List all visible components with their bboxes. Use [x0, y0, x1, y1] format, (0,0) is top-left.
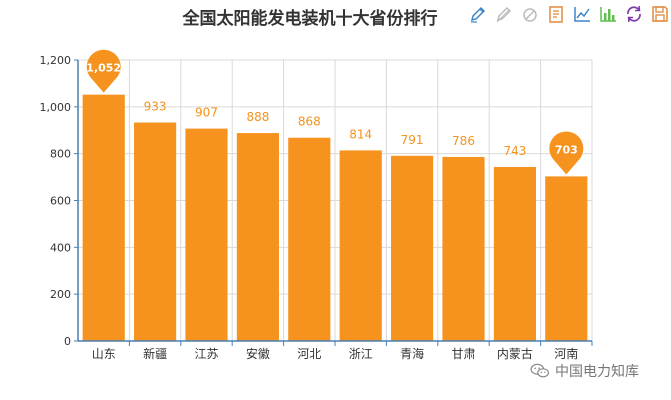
- value-label: 907: [195, 106, 218, 120]
- value-label: 868: [298, 115, 321, 129]
- restore-icon[interactable]: [624, 4, 644, 24]
- y-tick-label: 800: [50, 148, 71, 161]
- x-tick-label: 山东: [92, 347, 116, 361]
- chart-toolbox: [468, 4, 670, 24]
- bar: [545, 176, 588, 341]
- x-tick-label: 河南: [554, 346, 578, 361]
- y-tick-label: 1,000: [40, 101, 72, 114]
- markpoint-label: 1,052: [86, 62, 121, 75]
- bar-chart-icon[interactable]: [598, 4, 618, 24]
- value-label: 786: [452, 134, 475, 148]
- mark-icon[interactable]: [468, 4, 488, 24]
- y-tick-label: 400: [50, 241, 71, 254]
- x-tick-label: 安徽: [246, 346, 270, 361]
- y-tick-label: 0: [64, 335, 71, 348]
- bar: [339, 150, 382, 341]
- data-view-icon[interactable]: [546, 4, 566, 24]
- chart-title: 全国太阳能发电装机十大省份排行: [182, 9, 438, 29]
- y-tick-label: 600: [50, 195, 71, 208]
- x-tick-label: 甘肃: [451, 347, 475, 361]
- value-label: 814: [349, 127, 372, 141]
- value-label: 743: [503, 144, 526, 158]
- x-tick-label: 青海: [400, 346, 424, 361]
- y-tick-label: 200: [50, 288, 71, 301]
- bar: [288, 137, 331, 341]
- y-tick-label: 1,200: [40, 54, 72, 67]
- x-tick-label: 新疆: [143, 346, 167, 361]
- value-label: 933: [144, 100, 167, 114]
- mark-undo-icon[interactable]: [494, 4, 514, 24]
- bar: [82, 94, 125, 341]
- x-tick-label: 河北: [297, 347, 321, 361]
- bar: [236, 133, 279, 341]
- watermark: 中国电力知库: [530, 360, 639, 382]
- x-tick-label: 江苏: [194, 347, 218, 361]
- mark-clear-icon[interactable]: [520, 4, 540, 24]
- save-image-icon[interactable]: [650, 4, 670, 24]
- bar: [493, 167, 536, 341]
- value-label: 791: [401, 133, 424, 147]
- min-markpoint: [549, 131, 584, 175]
- bar: [391, 155, 434, 341]
- markpoint-label: 703: [555, 143, 578, 156]
- max-markpoint: [86, 49, 121, 93]
- bar: [442, 156, 485, 341]
- x-tick-label: 内蒙古: [497, 346, 533, 361]
- line-chart-icon[interactable]: [572, 4, 592, 24]
- wechat-icon: [530, 363, 550, 378]
- x-tick-label: 浙江: [349, 347, 373, 361]
- watermark-text: 中国电力知库: [555, 364, 639, 380]
- bar: [185, 128, 228, 341]
- bar: [134, 122, 177, 342]
- value-label: 888: [246, 110, 269, 124]
